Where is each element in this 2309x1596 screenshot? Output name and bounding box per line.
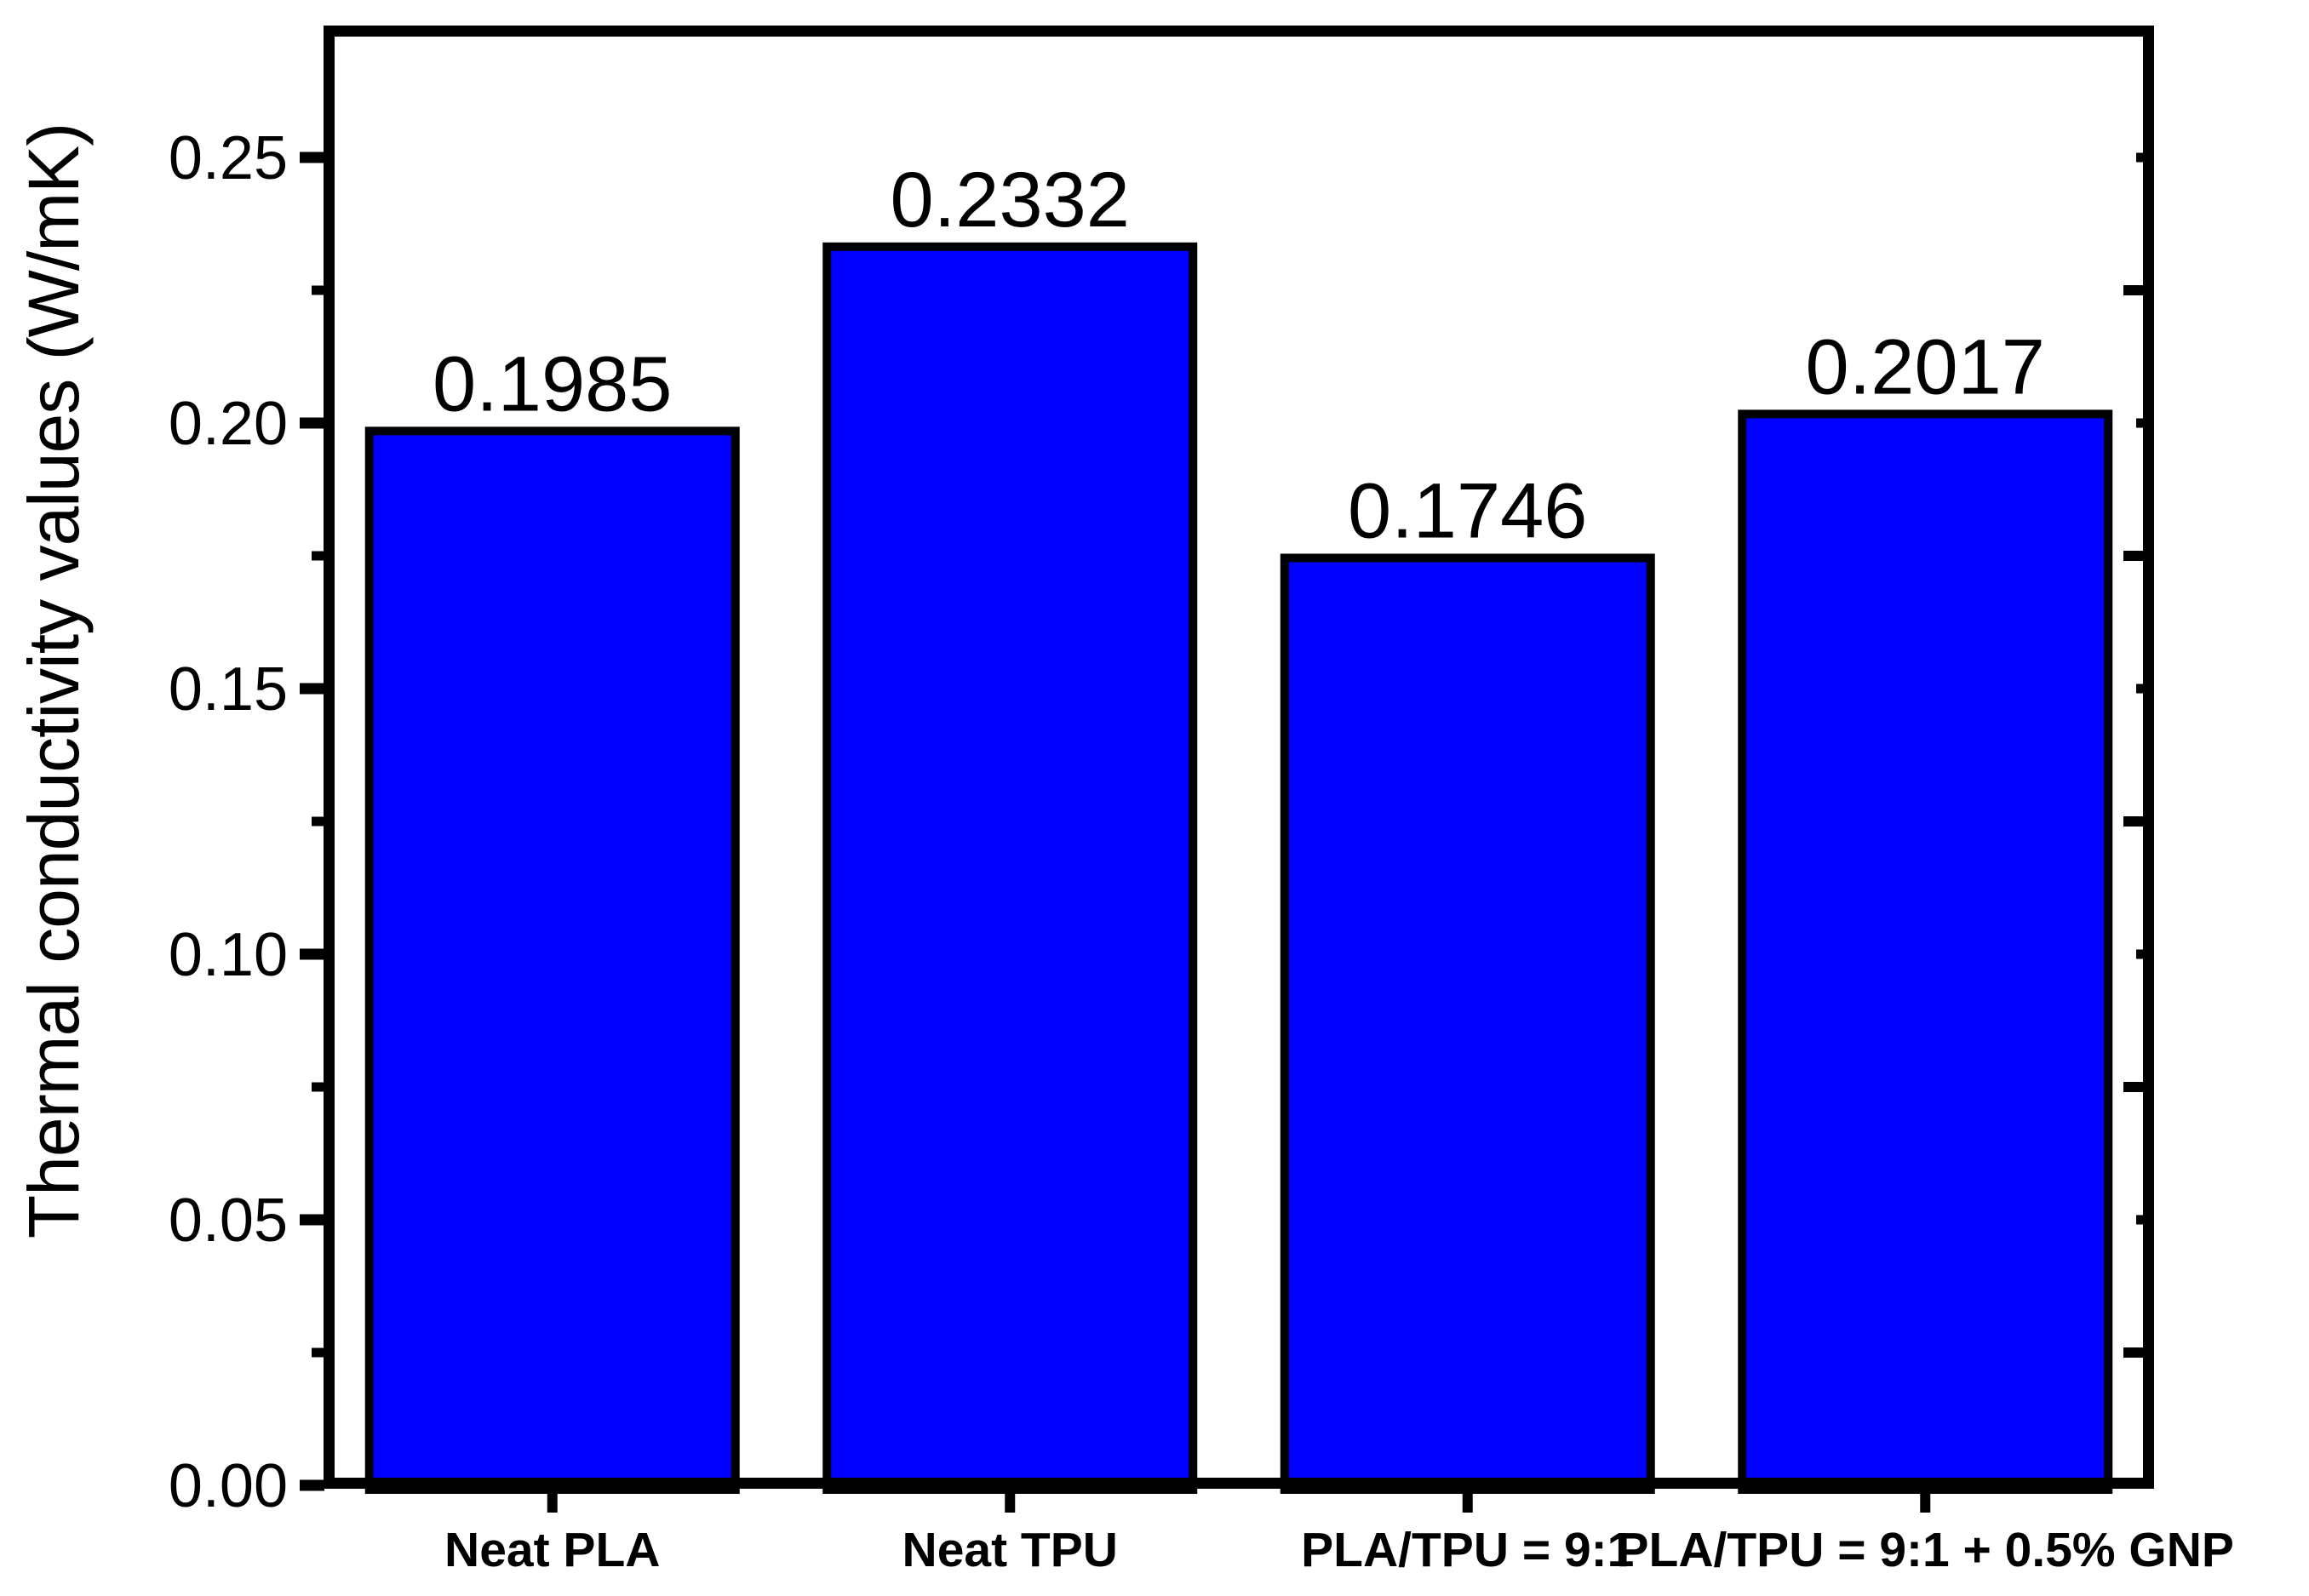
labels-layer: 0.1985 Neat PLA 0.2332 Neat TPU 0.1746 PLA/TP… xyxy=(169,124,2234,1577)
bar-value-label-pla-tpu-9-1: 0.1746 xyxy=(1348,467,1587,554)
x-tick-label-pla-tpu-9-1: PLA/TPU = 9:1 xyxy=(1301,1523,1634,1577)
bar-neat-tpu xyxy=(822,242,1198,1494)
y-tick-label: 0.05 xyxy=(169,1187,288,1255)
y-tick-label: 0.15 xyxy=(169,655,288,724)
ticks-layer xyxy=(300,152,2149,1513)
bar-value-label-pla-tpu-9-1-0-5-gnp: 0.2017 xyxy=(1806,323,2045,410)
bar-value-label-neat-pla: 0.1985 xyxy=(433,340,672,427)
bar-pla-tpu-9-1 xyxy=(1280,553,1655,1494)
bars-layer xyxy=(364,242,2113,1495)
bar-value-label-neat-tpu: 0.2332 xyxy=(891,157,1130,243)
y-tick-label: 0.10 xyxy=(169,921,288,989)
y-tick-label: 0.20 xyxy=(169,390,288,458)
x-tick-label-neat-tpu: Neat TPU xyxy=(902,1523,1118,1577)
x-tick-label-pla-tpu-9-1-0-5-gnp: PLA/TPU = 9:1 + 0.5% GNP xyxy=(1617,1523,2234,1577)
y-tick-label: 0.00 xyxy=(169,1452,288,1520)
y-tick-label: 0.25 xyxy=(169,124,288,192)
y-axis-title: Thermal conductivity values (W/mK) xyxy=(14,123,94,1238)
axes-frame-layer xyxy=(324,26,2154,1489)
plot-frame xyxy=(324,26,2154,1489)
bar-neat-pla xyxy=(364,426,740,1494)
bar-pla-tpu-9-1-0-5-gnp xyxy=(1738,409,2113,1495)
x-tick-label-neat-pla: Neat PLA xyxy=(444,1523,660,1577)
